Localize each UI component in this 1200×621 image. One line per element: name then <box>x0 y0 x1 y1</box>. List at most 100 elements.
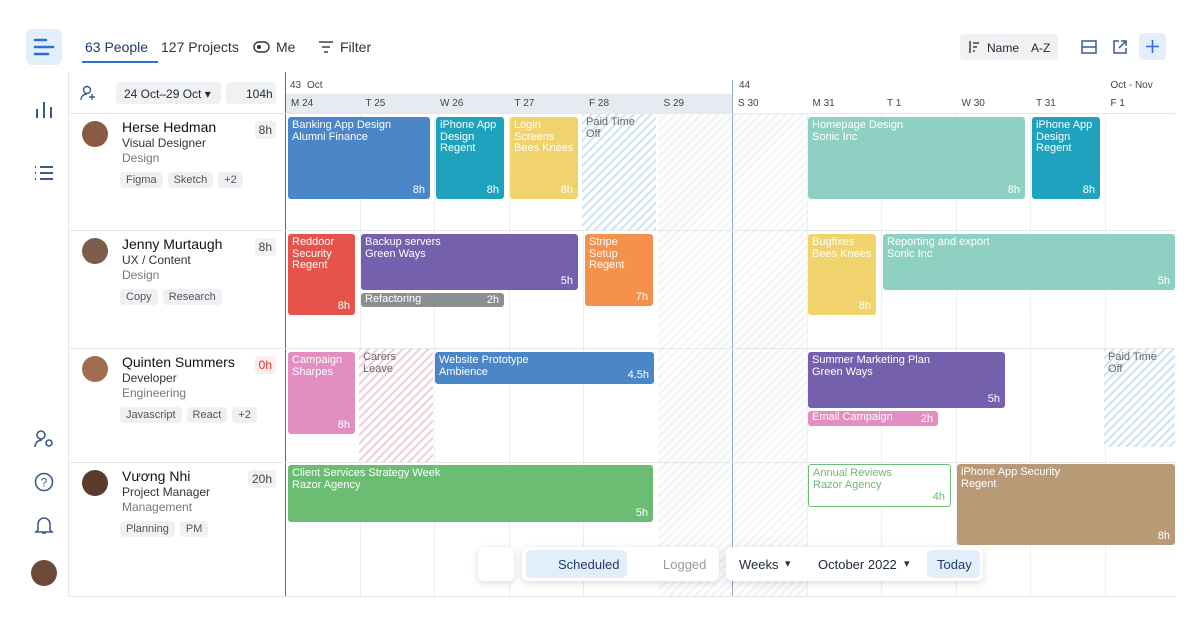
list-icon[interactable] <box>34 164 54 182</box>
person-name[interactable]: Vương Nhi <box>122 468 191 484</box>
total-hours-text: 104h <box>246 87 273 101</box>
day-label: T 25 <box>365 98 386 109</box>
task-client: Green Ways <box>812 365 873 378</box>
task-hours: 7h <box>635 290 648 303</box>
task[interactable]: Paid Time Off <box>1104 349 1175 447</box>
scheduled-button[interactable]: Scheduled <box>558 557 620 572</box>
tag: PM <box>179 521 209 537</box>
task-title: Bugfixes <box>812 236 855 248</box>
task[interactable]: Banking App Design Alumni Finance 8h <box>288 117 430 199</box>
sort-order[interactable]: A-Z <box>1031 41 1051 55</box>
tag: +2 <box>232 407 257 423</box>
date-range[interactable]: 24 Oct–29 Oct ▾ <box>116 82 221 104</box>
logged-button[interactable]: Logged <box>663 557 707 572</box>
task[interactable]: Email Campaign 2h <box>808 411 938 426</box>
person-department: Design <box>122 268 160 282</box>
day-label: S 29 <box>663 98 685 109</box>
task[interactable]: Reddoor Security Regent 8h <box>288 234 355 315</box>
task[interactable]: Login Screens Bees Knees 8h <box>510 117 578 199</box>
day-label: W 26 <box>440 98 464 109</box>
task[interactable]: Summer Marketing Plan Green Ways 5h <box>808 352 1005 408</box>
add-button[interactable] <box>1139 33 1166 60</box>
today-button[interactable]: Today <box>937 557 972 572</box>
task[interactable]: iPhone App Design Regent 8h <box>436 117 504 199</box>
task[interactable]: Backup servers Green Ways 5h <box>361 234 578 290</box>
tag: Javascript <box>120 407 182 423</box>
tag: Sketch <box>167 172 214 188</box>
help-icon[interactable]: ? <box>34 472 54 492</box>
day-label: F 1 <box>1110 98 1125 109</box>
tag: React <box>186 407 228 423</box>
person-name[interactable]: Herse Hedman <box>122 119 217 135</box>
reports-icon[interactable] <box>34 100 54 120</box>
task-title: Client Services Strategy Week <box>292 467 441 479</box>
task-client: Regent <box>961 477 997 490</box>
day-label: W 30 <box>961 98 985 109</box>
task[interactable]: iPhone App Design Regent 8h <box>1032 117 1100 199</box>
person-name[interactable]: Quinten Summers <box>122 354 235 370</box>
user-avatar[interactable] <box>31 560 57 586</box>
task-hours: 8h <box>337 299 350 312</box>
toolbar-shadow[interactable] <box>478 547 514 581</box>
avatar <box>82 121 108 147</box>
person-name[interactable]: Jenny Murtaugh <box>122 236 223 252</box>
grid-left-border <box>285 72 286 596</box>
row-divider <box>69 596 1175 597</box>
menu-button[interactable] <box>26 29 62 65</box>
day-divider <box>434 113 435 596</box>
sidebar-border <box>68 72 69 597</box>
people-tab[interactable]: 63 People <box>85 39 149 55</box>
month-select[interactable]: October 2022 <box>818 557 897 572</box>
week-band <box>285 94 732 113</box>
task-client: Green Ways <box>365 247 426 260</box>
week-number: 44 <box>739 80 751 91</box>
task[interactable]: Annual Reviews Razor Agency 4h <box>808 464 951 507</box>
layout-icon[interactable] <box>1081 39 1097 55</box>
day-divider <box>1030 113 1031 596</box>
task-hours: 5h <box>987 392 1000 405</box>
task[interactable]: iPhone App Security Regent 8h <box>957 464 1175 545</box>
task[interactable]: Stripe Setup Regent 7h <box>585 234 653 306</box>
task-title: Login Screens <box>514 119 555 143</box>
scheduled-active[interactable] <box>526 550 627 578</box>
people-settings-icon[interactable] <box>34 429 54 449</box>
task[interactable]: Paid Time Off <box>582 114 656 230</box>
export-icon[interactable] <box>1112 39 1128 55</box>
total-hours: 104h <box>226 82 276 104</box>
sort-name[interactable]: Name <box>987 41 1020 55</box>
add-person-icon[interactable] <box>80 85 96 101</box>
task[interactable]: Client Services Strategy Week Razor Agenc… <box>288 465 653 522</box>
task[interactable]: Bugfixes Bees Knees 8h <box>808 234 876 315</box>
notifications-icon[interactable] <box>34 515 54 535</box>
tag: +2 <box>218 172 243 188</box>
person-hours: 20h <box>247 470 276 488</box>
task[interactable]: Reporting and export Sonic Inc 5h <box>883 234 1175 290</box>
day-label: M 24 <box>291 98 314 109</box>
sort-icon <box>969 41 979 53</box>
month-label: Oct - Nov <box>1110 80 1153 91</box>
tag: Figma <box>120 172 163 188</box>
person-department: Engineering <box>122 386 187 400</box>
today-bg[interactable] <box>927 550 980 578</box>
filter-icon <box>319 41 333 53</box>
task[interactable]: Campaign Sharpes 8h <box>288 352 355 434</box>
avatar <box>82 356 108 382</box>
task[interactable]: Homepage Design Sonic Inc 8h <box>808 117 1025 199</box>
task-hours: 8h <box>412 183 425 196</box>
filter-button[interactable]: Filter <box>340 39 372 55</box>
task-title: iPhone App Security <box>961 466 1061 478</box>
projects-tab[interactable]: 127 Projects <box>161 39 239 55</box>
me-tab[interactable]: Me <box>276 39 296 55</box>
task[interactable]: Refactoring 2h <box>361 293 504 307</box>
person-role: UX / Content <box>122 253 191 267</box>
person-role: Developer <box>122 371 177 385</box>
day-label: T 1 <box>887 98 902 109</box>
task-title: Campaign <box>292 354 343 366</box>
person-role: Project Manager <box>122 485 211 499</box>
period-select[interactable]: Weeks <box>739 557 779 572</box>
tab-underline <box>82 61 158 63</box>
row-divider <box>69 230 1175 231</box>
task[interactable]: Website Prototype Ambience 4.5h <box>435 352 654 384</box>
task[interactable]: Carers Leave <box>359 349 433 462</box>
task-client: Razor Agency <box>292 478 361 491</box>
